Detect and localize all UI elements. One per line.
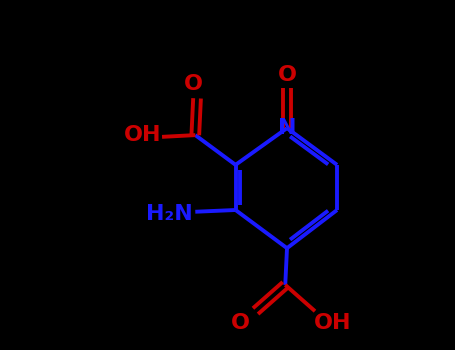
Text: O: O bbox=[231, 313, 250, 334]
Text: H₂N: H₂N bbox=[146, 203, 192, 224]
Text: OH: OH bbox=[314, 313, 351, 334]
Text: N: N bbox=[278, 118, 296, 138]
Text: O: O bbox=[184, 74, 203, 94]
Text: OH: OH bbox=[124, 125, 162, 145]
Text: O: O bbox=[278, 64, 297, 85]
